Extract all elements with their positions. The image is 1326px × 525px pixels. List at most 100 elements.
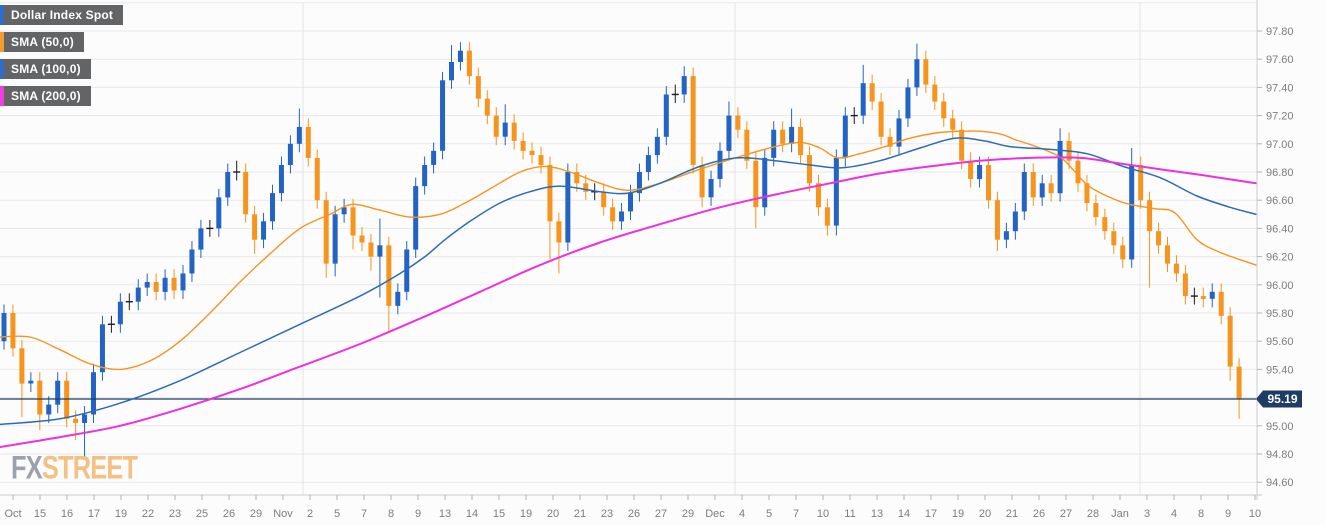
candle[interactable] <box>359 226 365 251</box>
candle[interactable] <box>440 71 446 160</box>
candle[interactable] <box>583 174 589 201</box>
candle[interactable] <box>914 43 920 96</box>
candle[interactable] <box>1012 203 1018 240</box>
candle[interactable] <box>556 212 562 274</box>
candle[interactable] <box>386 236 392 333</box>
candle[interactable] <box>538 146 544 174</box>
candle[interactable] <box>699 156 705 208</box>
candle[interactable] <box>905 78 911 127</box>
candle[interactable] <box>305 118 311 167</box>
candle[interactable] <box>547 156 553 260</box>
candlestick-series[interactable] <box>1 42 1242 457</box>
candle[interactable] <box>270 184 275 230</box>
candle[interactable] <box>404 241 410 301</box>
candle[interactable] <box>780 121 786 153</box>
candle[interactable] <box>332 205 338 277</box>
candle[interactable] <box>878 93 884 146</box>
candle[interactable] <box>520 132 526 160</box>
candle[interactable] <box>314 149 320 209</box>
candle[interactable] <box>55 372 61 414</box>
candle[interactable] <box>107 315 115 333</box>
candle[interactable] <box>771 121 777 167</box>
candle[interactable] <box>789 108 795 153</box>
time-axis[interactable]: Oct 15 16 17 19 22 23 25 26 29 Nov 2 5 7 8 9 13 14 15 19 20 2… <box>4 495 1261 520</box>
candle[interactable] <box>1236 358 1242 419</box>
candle[interactable] <box>842 107 848 167</box>
candle[interactable] <box>601 183 607 216</box>
candle[interactable] <box>619 203 625 230</box>
candle[interactable] <box>950 109 956 139</box>
candle[interactable] <box>350 198 356 250</box>
candle[interactable] <box>1165 236 1170 273</box>
candle[interactable] <box>46 396 52 423</box>
candle[interactable] <box>663 85 669 146</box>
candle[interactable] <box>860 64 866 125</box>
candle[interactable] <box>10 304 16 357</box>
candle[interactable] <box>1102 208 1108 240</box>
candle[interactable] <box>1200 287 1206 308</box>
candle[interactable] <box>117 293 123 333</box>
candle[interactable] <box>198 219 204 259</box>
candle[interactable] <box>565 163 571 251</box>
candle[interactable] <box>216 188 222 237</box>
candle[interactable] <box>850 107 858 125</box>
candle[interactable] <box>1039 174 1045 206</box>
candle[interactable] <box>125 293 133 311</box>
candle[interactable] <box>135 279 141 311</box>
candle[interactable] <box>323 191 329 278</box>
candle[interactable] <box>645 146 651 181</box>
candle[interactable] <box>1218 283 1224 325</box>
candle[interactable] <box>296 108 302 153</box>
candle[interactable] <box>968 152 974 188</box>
candle[interactable] <box>1209 283 1215 308</box>
candle[interactable] <box>1021 163 1027 220</box>
candle[interactable] <box>1003 222 1009 249</box>
candle[interactable] <box>1 304 7 350</box>
candle[interactable] <box>887 128 893 156</box>
candle[interactable] <box>395 283 401 315</box>
candle[interactable] <box>1120 236 1126 268</box>
candle[interactable] <box>753 152 759 229</box>
candle[interactable] <box>1075 152 1081 192</box>
candle[interactable] <box>1173 255 1179 282</box>
candle[interactable] <box>1030 163 1036 206</box>
candle[interactable] <box>252 205 258 254</box>
candle[interactable] <box>189 241 195 282</box>
candle[interactable] <box>529 142 535 164</box>
candle[interactable] <box>717 142 723 188</box>
candle[interactable] <box>654 128 660 164</box>
candle[interactable] <box>99 315 105 381</box>
candle[interactable] <box>708 170 714 206</box>
candle[interactable] <box>19 339 25 418</box>
candle[interactable] <box>744 121 750 170</box>
candle[interactable] <box>941 93 947 127</box>
candle[interactable] <box>896 109 902 156</box>
candle[interactable] <box>994 191 1000 251</box>
candle[interactable] <box>1138 156 1144 209</box>
candle[interactable] <box>475 67 481 108</box>
candle[interactable] <box>466 42 472 85</box>
legend-item-sma-50[interactable]: SMA (50,0) <box>0 32 84 52</box>
candle[interactable] <box>243 163 249 223</box>
candle[interactable] <box>206 219 214 237</box>
candle[interactable] <box>278 156 284 202</box>
candle[interactable] <box>1084 174 1090 212</box>
candle[interactable] <box>610 198 616 230</box>
candle[interactable] <box>671 84 679 103</box>
candle[interactable] <box>681 66 687 103</box>
candle[interactable] <box>726 101 732 160</box>
legend-item-dollar-index-spot[interactable]: Dollar Index Spot <box>0 5 124 25</box>
candle[interactable] <box>422 156 428 195</box>
candle[interactable] <box>431 142 437 174</box>
candle[interactable] <box>986 156 991 209</box>
candle[interactable] <box>1227 307 1233 381</box>
candle[interactable] <box>1093 194 1099 226</box>
candle[interactable] <box>824 198 830 236</box>
candle[interactable] <box>225 163 231 206</box>
candle[interactable] <box>37 372 43 431</box>
candle[interactable] <box>798 118 804 164</box>
candle[interactable] <box>869 74 875 110</box>
candle[interactable] <box>64 372 70 428</box>
candle[interactable] <box>91 363 96 423</box>
